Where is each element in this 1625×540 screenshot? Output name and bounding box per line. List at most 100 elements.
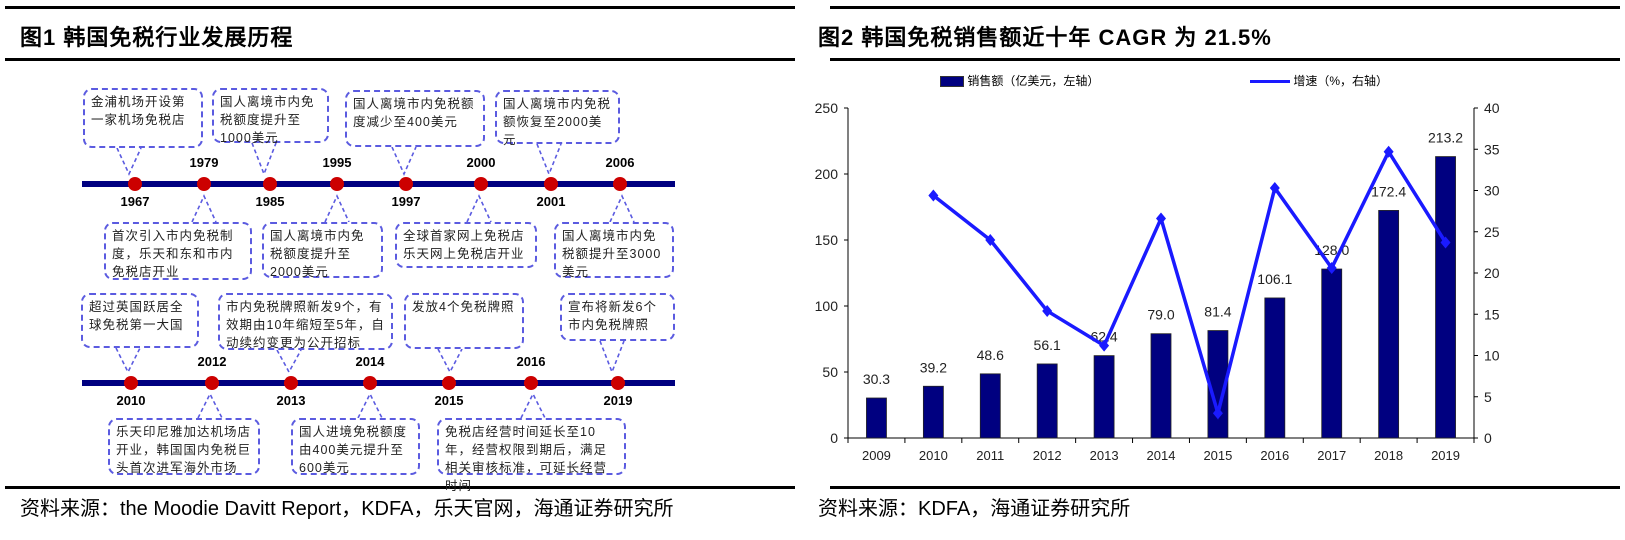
event-callout: 乐天印尼雅加达机场店开业，韩国国内免税巨头首次进军海外市场 [108, 418, 260, 475]
growth-point [1099, 339, 1110, 352]
event-callout: 国人离境市内免税额度减少至400美元 [345, 90, 485, 147]
bar-data-label: 81.4 [1204, 304, 1231, 320]
year-label: 1985 [255, 194, 285, 209]
legend-line-label: 增速（%，右轴） [1293, 74, 1389, 88]
right-tick-label: 40 [1484, 100, 1500, 116]
timeline-dot [544, 177, 558, 191]
callout-pointer [191, 194, 217, 223]
x-tick-label: 2012 [1033, 448, 1062, 463]
year-label: 2013 [276, 393, 306, 408]
callout-pointer [116, 147, 142, 176]
growth-point [1042, 304, 1053, 317]
left-tick-label: 100 [815, 298, 839, 314]
event-callout: 金浦机场开设第一家机场免税店 [83, 88, 203, 148]
bar-data-label: 39.2 [920, 359, 947, 375]
figure1-source: 资料来源：the Moodie Davitt Report，KDFA，乐天官网，… [20, 498, 674, 520]
sales-bar [1264, 297, 1286, 439]
x-tick-label: 2014 [1147, 448, 1176, 463]
timeline-dot [330, 177, 344, 191]
x-tick-label: 2016 [1260, 448, 1289, 463]
callout-pointer [391, 146, 417, 176]
timeline-dot [611, 376, 625, 390]
callout-pointer [324, 194, 350, 223]
timeline-dot [197, 177, 211, 191]
year-label: 2012 [197, 354, 227, 369]
timeline-dot [205, 376, 219, 390]
event-callout: 发放4个免税牌照 [404, 293, 524, 349]
sales-bar [1435, 156, 1456, 439]
callout-pointer [520, 392, 546, 419]
bar-data-label: 30.3 [863, 371, 890, 387]
bar-data-label: 172.4 [1371, 183, 1406, 199]
sales-bar [1093, 355, 1115, 439]
timeline-dot [524, 376, 538, 390]
event-callout: 国人离境市内免税额度提升至1000美元 [212, 88, 329, 145]
timeline-dot [613, 177, 627, 191]
timeline-dot [284, 376, 298, 390]
left-tick-label: 50 [822, 364, 838, 380]
sales-bar [922, 385, 944, 439]
right-tick-label: 35 [1484, 141, 1500, 157]
year-label: 2010 [116, 393, 146, 408]
year-label: 1967 [120, 194, 150, 209]
x-tick-label: 2009 [862, 448, 891, 463]
growth-point [928, 189, 939, 202]
x-tick-label: 2017 [1317, 448, 1346, 463]
callout-pointer [115, 347, 141, 374]
timeline-dot [128, 177, 142, 191]
sales-bar [979, 373, 1001, 439]
event-callout: 国人离境市内免税额恢复至2000美元 [495, 90, 620, 147]
event-callout: 国人离境市内免税额提升至3000美元 [554, 222, 674, 279]
figure2-source: 资料来源：KDFA，海通证券研究所 [818, 498, 1131, 520]
x-tick-label: 2019 [1431, 448, 1460, 463]
callout-pointer [536, 143, 562, 177]
callout-pointer [437, 348, 463, 374]
left-header-rule [5, 58, 795, 61]
timeline-dot [399, 177, 413, 191]
year-label: 1979 [189, 155, 219, 170]
year-label: 2015 [434, 393, 464, 408]
left-top-rule [5, 6, 795, 9]
sales-bar [1036, 363, 1058, 439]
growth-point [1383, 145, 1394, 158]
bar-data-label: 213.2 [1428, 130, 1463, 146]
x-tick-label: 2015 [1203, 448, 1232, 463]
callout-pointer [251, 142, 277, 177]
event-callout: 免税店经营时间延长至10年，经营权限到期后，满足相关审核标准，可延长经营时间 [437, 418, 626, 493]
sales-chart: 0 50 100 150 200 250 0 5 10 15 20 25 30 35 40 2009 30.3 2… [815, 100, 1500, 463]
right-tick-label: 20 [1484, 265, 1500, 281]
sales-bar [866, 397, 887, 439]
year-label: 2014 [355, 354, 385, 369]
growth-point [1156, 212, 1166, 225]
callout-pointer [357, 392, 383, 419]
event-callout: 宣布将新发6个市内免税牌照 [560, 293, 675, 341]
legend-bar-label: 销售额（亿美元，左轴） [967, 74, 1100, 88]
year-label: 2006 [605, 155, 635, 170]
timeline-dot [124, 376, 138, 390]
right-top-rule [830, 6, 1620, 9]
bar-data-label: 79.0 [1147, 307, 1174, 323]
callout-pointer [276, 349, 302, 374]
event-callout: 市内免税牌照新发9个，有效期由10年缩短至5年，自动续约变更为公开招标 [218, 293, 393, 350]
sales-bar [1378, 210, 1400, 439]
year-label: 1995 [322, 155, 352, 170]
bar-data-label: 56.1 [1034, 337, 1061, 353]
event-callout: 全球首家网上免税店乐天网上免税店开业 [395, 222, 537, 268]
sales-bar [1321, 268, 1343, 439]
timeline-diagram [82, 142, 675, 419]
x-tick-label: 2013 [1090, 448, 1119, 463]
right-bottom-rule [830, 486, 1620, 489]
growth-point [1269, 182, 1280, 195]
timeline-dot [363, 376, 377, 390]
x-tick-label: 2018 [1374, 448, 1403, 463]
left-tick-label: 0 [830, 430, 838, 446]
growth-line [932, 148, 1448, 420]
right-header-rule [830, 58, 1620, 61]
event-callout: 超过英国跃居全球免税第一大国 [81, 293, 199, 348]
right-tick-label: 10 [1484, 348, 1500, 364]
right-tick-label: 25 [1484, 224, 1500, 240]
legend-bar: 销售额（亿美元，左轴） [940, 72, 1099, 89]
event-callout: 国人进境免税额度由400美元提升至600美元 [291, 418, 420, 475]
year-label: 2019 [603, 393, 633, 408]
legend-line-swatch [1250, 80, 1290, 84]
